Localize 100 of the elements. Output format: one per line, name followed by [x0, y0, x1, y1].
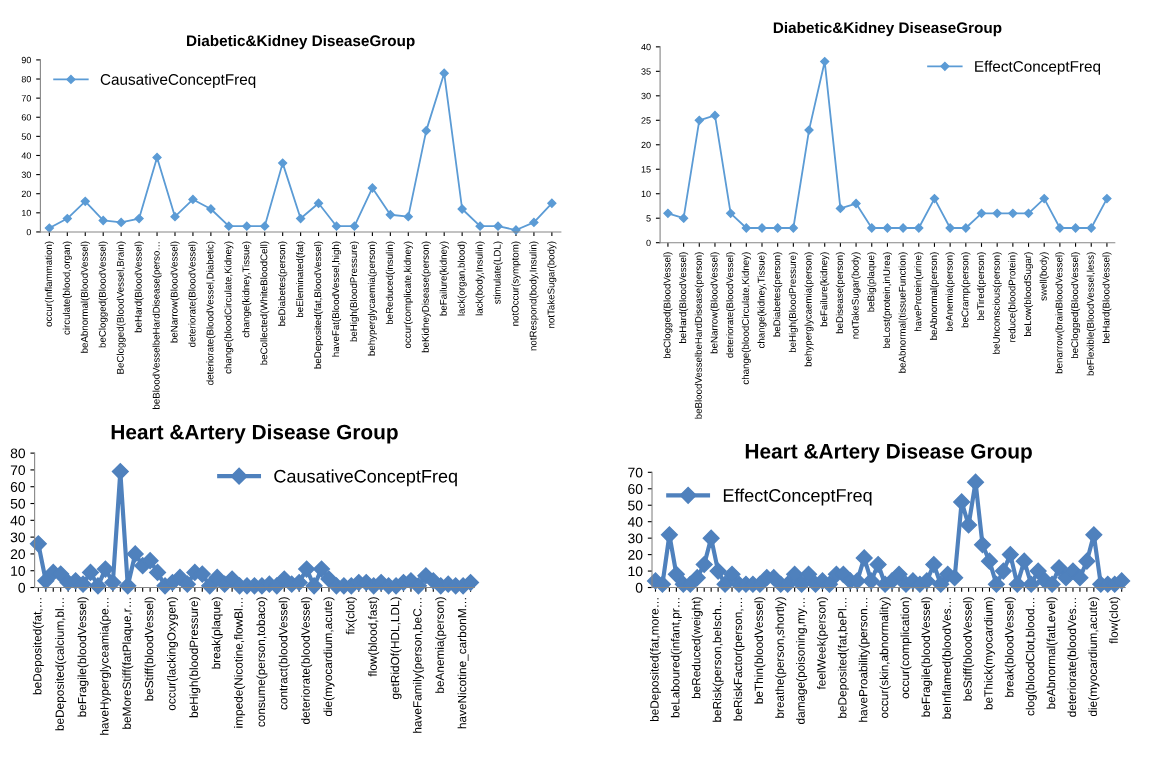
point — [663, 208, 673, 218]
point — [976, 208, 987, 218]
x-tick-label: behyperglycaemia(person) — [804, 252, 814, 367]
legend-label: CausativeConceptFreq — [100, 73, 256, 88]
x-tick-label: behyperglycaemia(person) — [367, 241, 377, 356]
y-tick-label: 20 — [21, 190, 32, 198]
x-tick-label: haveHyperglyceamia(pe… — [99, 598, 111, 735]
y-tick-label: 10 — [22, 209, 32, 217]
point — [278, 158, 288, 168]
y-tick-label: 40 — [10, 515, 26, 526]
point — [475, 221, 485, 231]
x-tick-label: beDeposited(fat,bePl… — [837, 598, 849, 718]
y-tick-label: 30 — [641, 92, 651, 100]
x-tick-label: occur(Inflammation) — [44, 241, 54, 327]
x-tick-label: beBloodVesselbeHardDisease(person) — [694, 252, 704, 419]
x-tick-label: beAbnormal(tissueFunction) — [898, 252, 908, 373]
point — [914, 223, 924, 233]
chart-title: Heart &Artery Disease Group — [111, 424, 398, 444]
x-tick-label: die(myocardium,acute) — [323, 597, 335, 717]
point — [439, 68, 449, 78]
point — [1055, 223, 1065, 233]
point — [1008, 208, 1018, 218]
point — [945, 223, 955, 233]
x-tick-label: beStiff(bloodVessel) — [144, 597, 156, 701]
point — [867, 223, 877, 233]
point — [961, 223, 971, 233]
y-tick-label: 50 — [10, 498, 26, 509]
x-tick-label: deteriorate(bloodVes… — [1067, 598, 1079, 717]
x-tick-label: beHigh(bloodPressure) — [189, 597, 201, 718]
x-tick-label: occur(complication) — [900, 597, 912, 699]
point — [111, 463, 129, 481]
x-tick-label: haveProability(person… — [858, 598, 870, 722]
x-tick-label: change(bloodCirculate,Kidney) — [741, 252, 751, 385]
x-tick-label: beAnemia(person) — [435, 597, 447, 693]
y-tick-label: 5 — [646, 215, 651, 222]
point — [134, 213, 144, 224]
x-tick-label: beHard(BloodVessel) — [134, 241, 144, 333]
point — [547, 198, 557, 208]
x-tick-label: beReduced(weight) — [691, 597, 703, 699]
x-tick-label: beDisease(person) — [835, 252, 845, 334]
x-tick-label: BeClogged(BloodVessel,Brain) — [116, 241, 126, 374]
x-tick-label: fix(clot) — [345, 597, 357, 635]
y-tick-label: 20 — [10, 549, 26, 560]
x-tick-label: haveNicotine_carbonM… — [457, 598, 469, 729]
x-tick-label: break(plaque) — [211, 597, 223, 669]
x-tick-label: swell(body) — [1039, 252, 1049, 301]
x-tick-label: haveFat(BloodVessel,high) — [331, 241, 342, 357]
x-tick-label: deteriorate(bloodVessel) — [301, 597, 313, 725]
x-tick-label: beClogged(BloodVessel) — [663, 252, 673, 359]
point — [81, 563, 100, 581]
y-tick-label: 20 — [628, 549, 643, 560]
x-tick-label: notTakeSugar(body) — [851, 252, 861, 339]
legend-label: EffectConceptFreq — [975, 60, 1101, 75]
x-tick-label: beCramp(person) — [961, 252, 971, 328]
y-tick-label: 10 — [641, 190, 651, 198]
y-tick-label: 0 — [646, 239, 651, 247]
chart-title: Diabetic&Kidney DiseaseGroup — [187, 34, 415, 50]
x-tick-label: beAbnormal(person) — [929, 252, 939, 340]
x-tick-label: beClogged(BloodVessel) — [1071, 252, 1081, 359]
point — [403, 212, 413, 222]
point — [29, 535, 47, 553]
x-tick-label: deteriorate(BloodVessel,Diabetic) — [206, 241, 216, 385]
x-tick-label: circulate(blood,organ) — [62, 241, 72, 335]
x-tick-label: beInflamed(bloodVes… — [942, 598, 954, 719]
point — [126, 545, 144, 563]
y-tick-label: 60 — [10, 482, 26, 492]
x-tick-label: beFlexible(BloodVessel,less) — [1086, 252, 1096, 376]
x-tick-label: beMoreStiff(fatPlaque,r… — [122, 598, 134, 729]
x-tick-label: lack(organ,blood) — [457, 241, 467, 316]
x-tick-label: beRiskFactor(person,… — [733, 598, 745, 721]
x-tick-label: die(myocardium,acute) — [1088, 597, 1100, 717]
x-tick-label: damage(poisoning,my… — [796, 598, 808, 724]
x-tick-label: flow(clot) — [1109, 597, 1121, 644]
x-tick-label: lack(body,Insulin) — [475, 241, 485, 316]
point — [1039, 194, 1049, 204]
y-tick-label: 60 — [21, 114, 32, 121]
y-tick-label: 30 — [628, 533, 643, 544]
x-tick-label: beAbnormal(BloodVessel) — [80, 241, 90, 353]
point — [116, 217, 126, 228]
x-tick-label: beHard(BloodVessel) — [1102, 252, 1112, 343]
x-tick-label: beRisk(person,beIsch… — [712, 598, 724, 722]
x-tick-label: beFragile(bloodVessel) — [921, 597, 933, 717]
y-tick-label: 70 — [10, 465, 26, 476]
point — [726, 208, 736, 218]
x-tick-label: haveFamily(person,beC… — [412, 598, 424, 733]
point — [882, 223, 893, 233]
x-tick-label: occur(skin,abnormality) — [879, 597, 891, 719]
y-tick-label: 30 — [21, 171, 32, 178]
point — [1070, 223, 1081, 233]
point — [224, 221, 234, 231]
point — [385, 210, 395, 220]
point — [178, 575, 196, 593]
point — [1023, 208, 1034, 218]
x-tick-label: getRidOf(HDL,LDL) — [390, 597, 402, 700]
point — [929, 194, 940, 204]
point — [1086, 223, 1096, 233]
point — [242, 221, 252, 231]
x-tick-label: change(kidney,Tissue) — [757, 252, 767, 349]
x-tick-label: breathe(person,shortly) — [775, 597, 787, 718]
x-tick-label: deteriorate(BloodVessel) — [188, 241, 198, 348]
